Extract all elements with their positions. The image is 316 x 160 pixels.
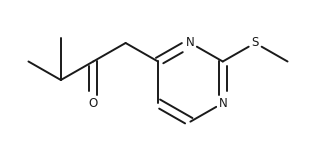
Text: N: N: [186, 36, 195, 49]
Text: S: S: [252, 36, 259, 49]
Text: N: N: [218, 97, 227, 110]
Text: O: O: [88, 97, 98, 110]
